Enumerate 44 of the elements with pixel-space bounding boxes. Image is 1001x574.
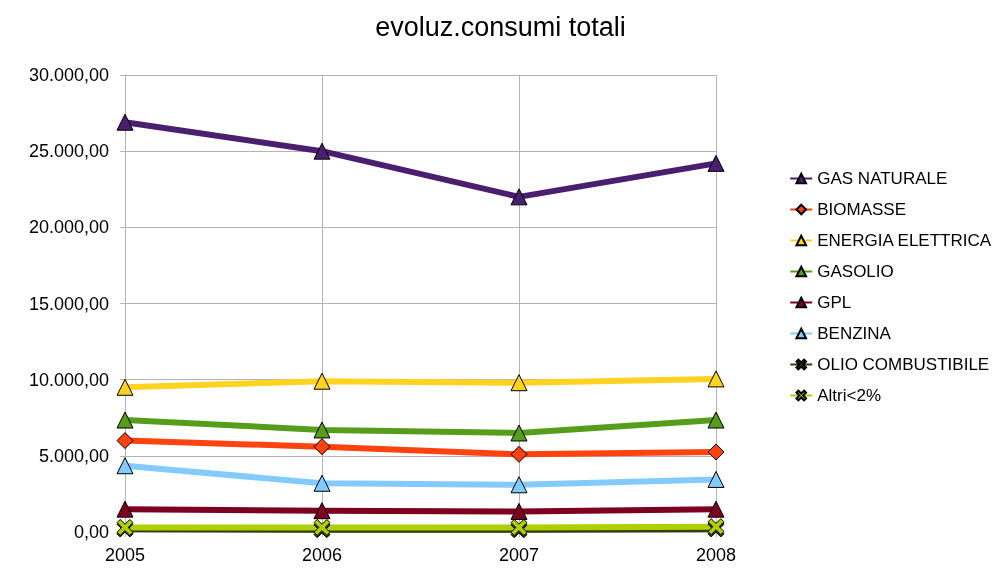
point [313,474,331,492]
legend-label: BENZINA [817,324,892,343]
point [510,445,528,463]
point [313,142,331,160]
y-tick-label: 15.000,00 [28,293,109,314]
point [510,502,528,520]
point [116,457,134,475]
point [116,113,134,131]
point [116,500,134,518]
x-tick-label: 2006 [301,545,343,565]
y-tick-label: 5.000,00 [38,445,109,466]
legend-label: GPL [817,293,852,312]
point [510,188,528,206]
point [510,476,528,494]
x-tick-label: 2008 [695,545,737,565]
legend-label: ENERGIA ELETTRICA [817,231,992,250]
point [707,370,725,388]
y-tick-label: 25.000,00 [28,141,109,162]
point [707,443,725,461]
x-tick-label: 2005 [104,545,146,565]
point [707,154,725,172]
point [313,372,331,390]
legend-label: BIOMASSE [817,200,907,219]
y-tick-label: 0,00 [73,522,109,542]
point [313,502,331,520]
point [313,421,331,439]
legend-label: Altri<2% [817,386,882,405]
point [510,424,528,442]
legend-label: OLIO COMBUSTIBILE [817,355,990,374]
point [116,411,134,429]
legend-label: GAS NATURALE [817,169,948,188]
point [116,432,134,450]
point [510,374,528,392]
y-tick-label: 20.000,00 [28,217,109,238]
legend-label: GASOLIO [817,262,894,281]
x-tick-label: 2007 [498,545,540,565]
chart-title: evoluz.consumi totali [375,11,626,42]
point [313,438,331,456]
point [707,411,725,429]
y-tick-label: 10.000,00 [28,369,109,390]
point [707,470,725,488]
point [707,500,725,518]
y-tick-label: 30.000,00 [28,65,109,85]
point [116,378,134,396]
